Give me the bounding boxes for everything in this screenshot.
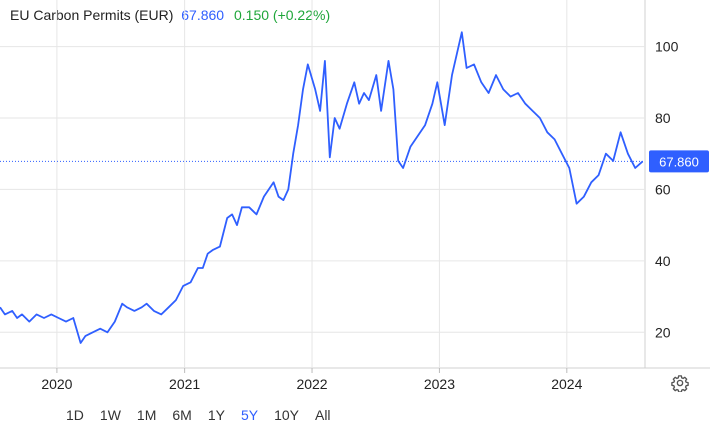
range-selector: 1D 1W 1M 6M 1Y 5Y 10Y All <box>58 406 339 424</box>
x-axis: 2020 2021 2022 2023 2024 <box>41 368 583 392</box>
x-tick-label: 2021 <box>169 376 200 392</box>
price-series <box>0 31 644 344</box>
price-chart[interactable]: 20 40 60 80 100 2020 2021 2022 2023 2024 67.860 <box>0 0 710 400</box>
range-5y[interactable]: 5Y <box>240 407 259 423</box>
y-axis: 20 40 60 80 100 <box>655 39 679 341</box>
range-1m[interactable]: 1M <box>136 407 157 423</box>
x-tick-label: 2024 <box>551 376 582 392</box>
range-1y[interactable]: 1Y <box>207 407 225 423</box>
x-tick-label: 2022 <box>296 376 327 392</box>
current-price: 67.860 <box>181 7 225 23</box>
gear-icon[interactable] <box>671 374 689 392</box>
range-6m[interactable]: 6M <box>172 407 192 423</box>
price-change: 0.150 (+0.22%) <box>233 7 331 23</box>
last-price-badge: 67.860 <box>649 150 709 173</box>
x-tick-label: 2020 <box>41 376 72 392</box>
y-tick-label: 100 <box>655 39 679 55</box>
y-tick-label: 80 <box>655 110 671 126</box>
y-tick-label: 20 <box>655 324 671 340</box>
range-all[interactable]: All <box>314 407 331 423</box>
range-10y[interactable]: 10Y <box>274 407 299 423</box>
range-1d[interactable]: 1D <box>66 407 84 423</box>
last-price-badge-text: 67.860 <box>659 154 699 169</box>
y-tick-label: 60 <box>655 181 671 197</box>
last-price-badge-bg <box>649 150 709 173</box>
grid <box>0 0 710 369</box>
instrument-title: EU Carbon Permits (EUR) <box>10 7 174 23</box>
x-tick-label: 2023 <box>424 376 455 392</box>
price-series-line <box>0 31 644 344</box>
chart-header: EU Carbon Permits (EUR) 67.860 0.150 (+0… <box>10 7 330 23</box>
y-tick-label: 40 <box>655 253 671 269</box>
range-1w[interactable]: 1W <box>99 407 121 423</box>
